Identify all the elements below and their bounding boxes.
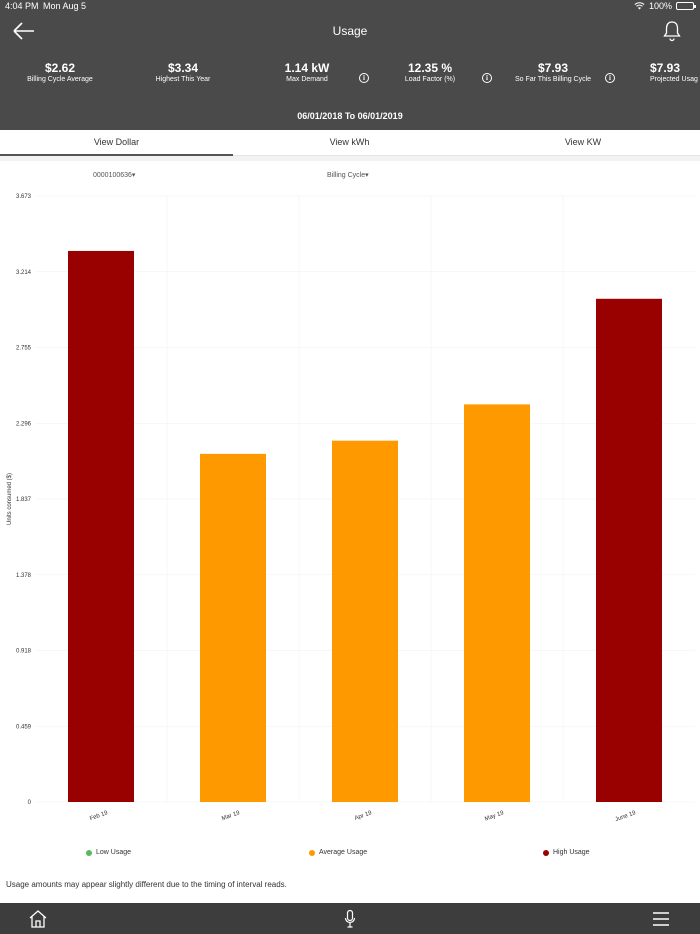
stat-label: Billing Cycle Average (27, 76, 93, 83)
bar (68, 250, 134, 802)
info-icon[interactable]: i (605, 73, 615, 83)
x-tick-label: June 19 (615, 810, 638, 823)
divider (0, 156, 700, 161)
stat-value: $7.93 (650, 61, 681, 75)
legend-dot (543, 849, 549, 856)
legend-low-usage: Low Usage (86, 849, 131, 856)
info-icon[interactable]: i (359, 73, 369, 83)
info-icon[interactable]: i (482, 73, 492, 83)
legend-dot (86, 849, 92, 856)
tab-view-dollar[interactable]: View Dollar (0, 130, 233, 156)
back-arrow-icon[interactable] (12, 20, 36, 42)
stat-so-far-billing-cycle: $7.93 So Far This Billing Cycle (505, 62, 601, 84)
period-dropdown[interactable]: Billing Cycle▾ (327, 172, 369, 179)
status-date: Mon Aug 5 (43, 1, 87, 11)
y-tick-label: 2.296 (16, 421, 32, 427)
x-tick-label: Feb 19 (89, 810, 109, 822)
x-tick-label: Apr 19 (354, 810, 373, 822)
y-tick-label: 1.837 (16, 497, 32, 503)
battery-percent: 100% (648, 1, 672, 11)
bottom-nav (0, 903, 700, 934)
date-range: 06/01/2018 To 06/01/2019 (297, 111, 403, 121)
stat-max-demand: 1.14 kW Max Demand (267, 62, 347, 84)
legend-label: Low Usage (96, 849, 132, 856)
legend-label: Average Usage (319, 849, 368, 856)
page-title: Usage (332, 24, 368, 38)
stat-value: $2.62 (44, 61, 76, 75)
disclaimer-text: Usage amounts may appear slightly differ… (6, 880, 287, 889)
stat-label: Max Demand (286, 76, 328, 83)
stat-label: So Far This Billing Cycle (514, 76, 592, 83)
menu-icon[interactable] (651, 909, 671, 929)
bar (332, 440, 398, 802)
tab-view-kw[interactable]: View KW (564, 137, 602, 147)
battery-icon (676, 2, 696, 10)
legend-high-usage: High Usage (543, 849, 590, 856)
x-tick-label: Mar 19 (221, 810, 241, 822)
bell-icon[interactable] (662, 20, 682, 42)
stat-value: 12.35 % (407, 61, 453, 75)
status-right: 100% (634, 1, 696, 11)
stat-projected-usage: $7.93 Projected Usag (650, 62, 700, 84)
bar (596, 298, 662, 802)
y-axis-label: Units consumed ($) (7, 473, 13, 525)
legend-average-usage: Average Usage (309, 849, 367, 856)
account-dropdown[interactable]: 0000100636▾ (93, 172, 136, 179)
stat-label: Load Factor (%) (404, 76, 456, 83)
stats-row: $2.62 Billing Cycle Average $3.34 Highes… (0, 62, 700, 92)
stat-value: $3.34 (167, 61, 199, 75)
usage-bar-chart: 0 0.459 0.918 1.378 1.837 2.296 2.755 3.214 3.67… (7, 194, 695, 823)
y-tick-label: 3.214 (16, 270, 32, 276)
y-tick-label: 1.378 (16, 573, 32, 579)
y-tick-label: 0 (28, 800, 32, 806)
x-tick-label: May 19 (484, 810, 505, 823)
bar (200, 453, 266, 802)
legend-label: High Usage (553, 849, 590, 856)
bar (464, 404, 530, 802)
stat-load-factor: 12.35 % Load Factor (%) (390, 62, 470, 84)
stat-label: Highest This Year (155, 76, 211, 83)
stat-label: Projected Usag (650, 76, 698, 83)
legend-dot (309, 849, 315, 856)
stat-billing-average: $2.62 Billing Cycle Average (20, 62, 100, 84)
y-tick-label: 2.755 (16, 346, 32, 352)
status-time: 4:04 PM (5, 1, 39, 11)
status-bar: 4:04 PM Mon Aug 5 100% (0, 0, 700, 14)
stat-value: $7.93 (537, 61, 569, 75)
microphone-icon[interactable] (340, 909, 360, 929)
stat-highest-this-year: $3.34 Highest This Year (143, 62, 223, 84)
stat-value: 1.14 kW (284, 61, 330, 75)
wifi-icon (634, 2, 645, 10)
tab-view-kwh[interactable]: View kWh (329, 137, 370, 147)
home-icon[interactable] (28, 909, 48, 929)
y-tick-label: 0.459 (16, 724, 32, 730)
view-tabs: View Dollar View kWh View KW (0, 130, 700, 156)
y-tick-label: 3.673 (16, 194, 32, 200)
y-tick-label: 0.918 (16, 649, 32, 655)
header: 4:04 PM Mon Aug 5 100% Usage $2.62 Billi… (0, 0, 700, 130)
